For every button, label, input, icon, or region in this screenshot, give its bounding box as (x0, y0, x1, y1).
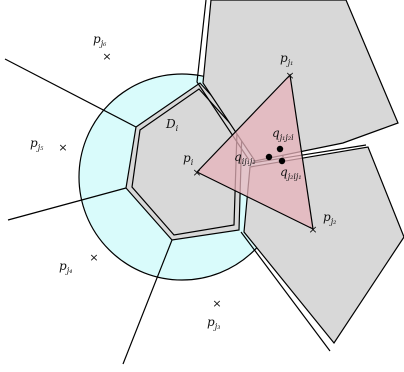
label-p-j2: pj₂ (323, 210, 336, 226)
label-p-j3: pj₃ (207, 315, 220, 331)
label-p-j4: pj₄ (59, 259, 72, 275)
voronoi-edge-j4-j5 (7, 187, 127, 221)
point-q-j2ij1 (278, 157, 286, 165)
point-q-j1j2i (276, 145, 284, 153)
label-q-ij1j2: qij₁j₂ (234, 150, 256, 166)
cell-p-j1-outer-outline (196, 0, 250, 161)
voronoi-edge-j5-j6 (4, 58, 137, 128)
label-p-j5: pj₅ (30, 136, 44, 152)
label-q-j1j2i: qj₁j₂i (272, 126, 294, 142)
label-q-j2ij1: qj₂ij₁ (280, 165, 302, 181)
site-marker-p-j2: × (308, 223, 317, 236)
site-marker-p-j3: × (212, 297, 221, 310)
site-marker-p-j1: × (285, 69, 294, 82)
label-p-j1: pj₁ (280, 51, 293, 67)
site-marker-p-j5: × (58, 141, 67, 154)
voronoi-edge-j3-j4 (122, 239, 173, 365)
site-marker-p-j6: × (102, 50, 111, 63)
point-q-ij1j2 (265, 153, 273, 161)
triangle-p-i-p-j1-p-j2 (195, 73, 314, 231)
site-marker-p-j4: × (89, 251, 98, 264)
label-p-j6: pj₆ (93, 32, 107, 48)
site-marker-p-i: × (192, 166, 201, 179)
label-p-i: pi (183, 151, 194, 167)
cell-p-i-inner-outline (131, 88, 238, 236)
cell-p-j2-outer-outline (240, 231, 331, 352)
label-d-i: Di (165, 117, 179, 133)
